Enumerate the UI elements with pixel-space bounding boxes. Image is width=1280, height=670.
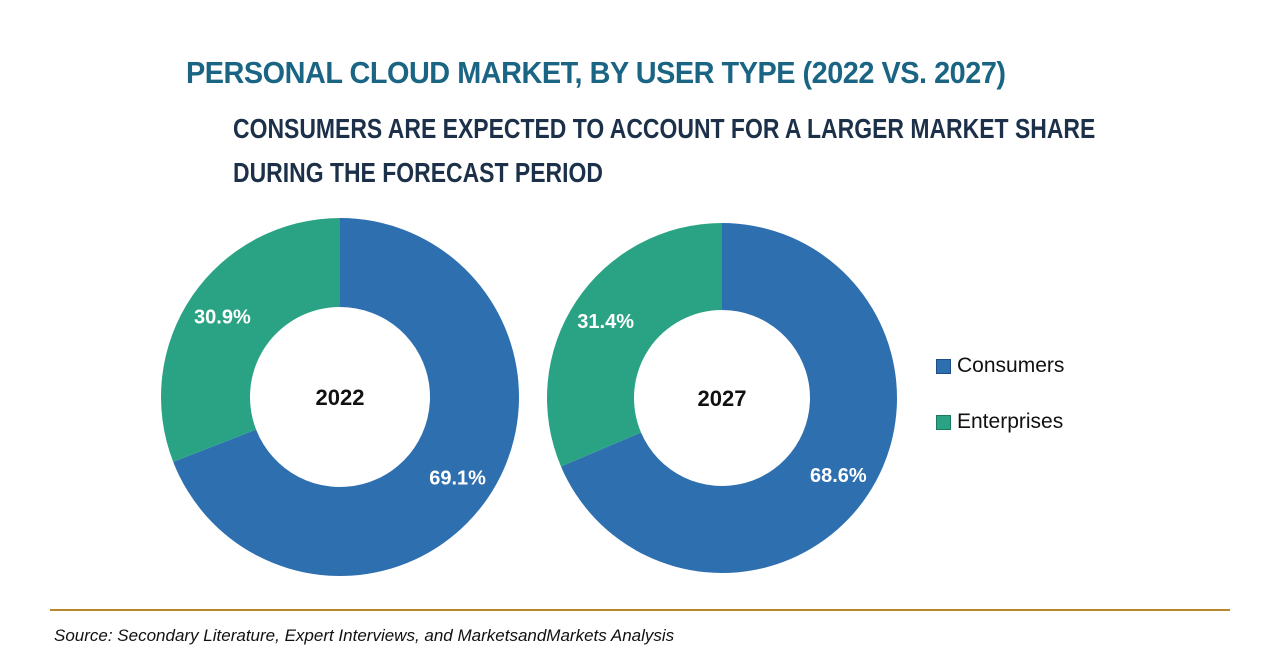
donut-2027-slice-enterprises bbox=[547, 223, 722, 467]
donut-2022-slice-consumers bbox=[173, 218, 520, 577]
legend-swatch-consumers bbox=[936, 358, 951, 374]
donut-2022-center-label: 2022 bbox=[316, 385, 365, 410]
donut-2022-slice-enterprises bbox=[161, 218, 340, 462]
donut-2027-slice-consumers bbox=[560, 223, 897, 574]
donut-2027-center-label: 2027 bbox=[698, 386, 747, 411]
donut-2022-label-consumers: 69.1% bbox=[429, 467, 486, 489]
legend-label-enterprises: Enterprises bbox=[957, 410, 1064, 433]
legend-swatch-enterprises bbox=[936, 414, 951, 430]
chart-subtitle-line-2: DURING THE FORECAST PERIOD bbox=[233, 157, 603, 188]
donut-2027-label-consumers: 68.6% bbox=[810, 465, 867, 487]
legend-item-consumers: Consumers bbox=[936, 354, 1064, 378]
source-note: Source: Secondary Literature, Expert Int… bbox=[54, 626, 675, 645]
chart-subtitle-line-1: CONSUMERS ARE EXPECTED TO ACCOUNT FOR A … bbox=[233, 113, 1096, 144]
legend-item-enterprises: Enterprises bbox=[936, 410, 1063, 434]
donut-2022-label-enterprises: 30.9% bbox=[194, 307, 251, 329]
footer-divider bbox=[50, 609, 1230, 611]
donut-2027-label-enterprises: 31.4% bbox=[577, 311, 634, 333]
chart-title: PERSONAL CLOUD MARKET, BY USER TYPE (202… bbox=[186, 55, 1006, 90]
legend-label-consumers: Consumers bbox=[957, 354, 1065, 377]
